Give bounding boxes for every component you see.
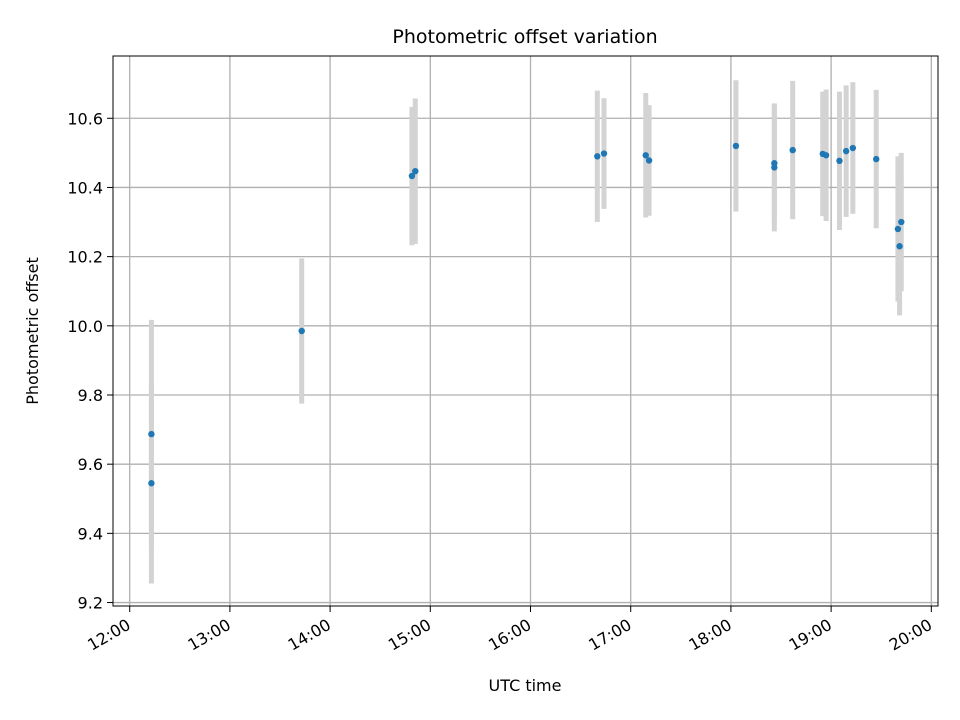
data-points xyxy=(148,142,905,487)
data-point xyxy=(408,172,416,180)
y-tick-label: 10.0 xyxy=(67,317,103,336)
x-axis-label: UTC time xyxy=(489,676,562,695)
data-point xyxy=(148,480,155,487)
data-point xyxy=(894,225,902,233)
data-point xyxy=(298,327,305,335)
y-tick-label: 9.2 xyxy=(78,594,103,613)
data-point xyxy=(771,160,778,167)
data-point xyxy=(732,142,740,150)
y-tick-label: 9.8 xyxy=(78,386,103,405)
data-point xyxy=(642,152,649,159)
data-point xyxy=(849,144,857,152)
data-point xyxy=(898,218,905,226)
grid xyxy=(113,56,938,606)
y-tick-label: 9.6 xyxy=(78,455,103,474)
data-point xyxy=(836,157,843,165)
data-point xyxy=(896,243,903,250)
y-tick-label: 10.2 xyxy=(67,248,103,267)
data-point xyxy=(822,152,830,159)
data-point xyxy=(842,147,850,155)
data-point xyxy=(148,430,155,438)
y-axis-label: Photometric offset xyxy=(23,257,42,405)
data-point xyxy=(412,167,419,175)
data-point xyxy=(789,146,796,154)
plot-frame xyxy=(112,55,939,607)
data-point xyxy=(645,157,653,164)
data-point xyxy=(594,153,601,160)
data-point xyxy=(600,150,608,157)
y-tick-label: 10.6 xyxy=(67,109,103,128)
chart-title: Photometric offset variation xyxy=(392,26,657,48)
data-point xyxy=(873,155,880,163)
y-tick-label: 9.4 xyxy=(78,524,103,543)
y-tick-label: 10.4 xyxy=(67,178,103,197)
y-axis-ticks: 9.2 9.4 9.6 9.8 10.0 10.2 10.4 10.6 xyxy=(67,109,113,613)
